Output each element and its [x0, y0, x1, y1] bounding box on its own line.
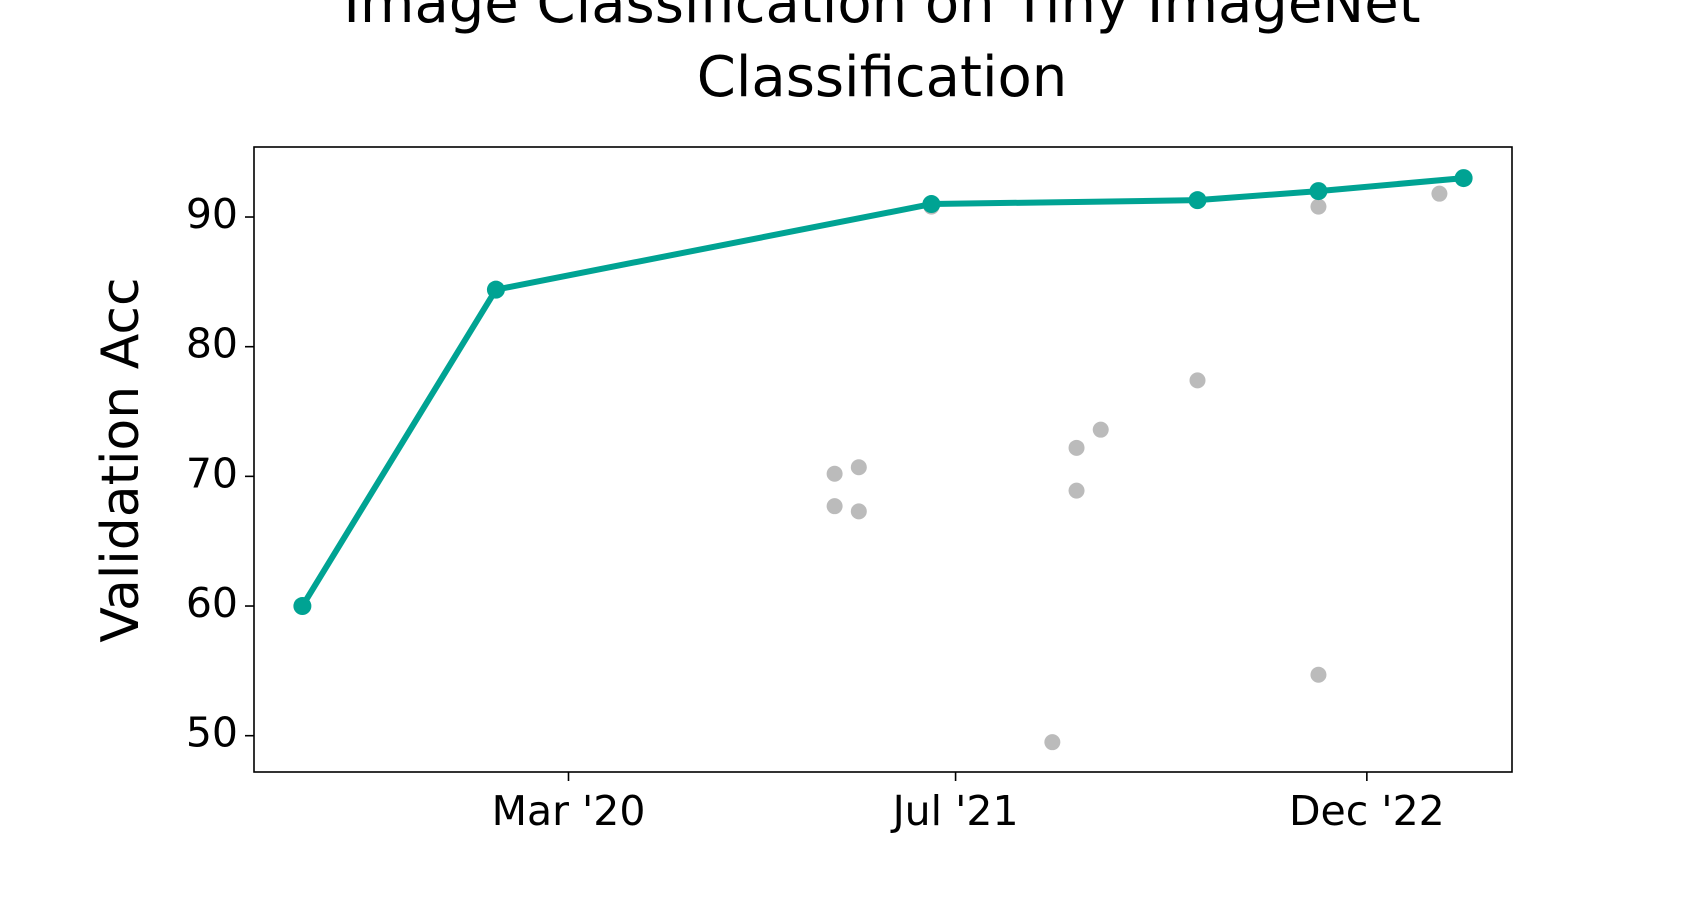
- point: [1188, 191, 1207, 210]
- point: [850, 503, 867, 520]
- point: [1309, 182, 1328, 201]
- point: [1068, 439, 1085, 456]
- point: [1068, 482, 1085, 499]
- y-axis-label: Validation Acc: [91, 277, 151, 642]
- y-tick-label: 70: [186, 449, 238, 497]
- point: [1310, 198, 1327, 215]
- point: [1310, 666, 1327, 683]
- point: [1044, 734, 1061, 751]
- point: [826, 498, 843, 515]
- point: [922, 195, 941, 214]
- plot-frame: [253, 146, 1513, 773]
- point: [826, 465, 843, 482]
- point: [1092, 421, 1109, 438]
- x-tick-label: Jul '21: [890, 787, 1019, 835]
- point: [1454, 169, 1473, 188]
- y-tick-label: 80: [186, 320, 238, 368]
- chart-title: Image Classification on Tiny ImageNet Cl…: [343, 0, 1421, 110]
- y-tick-label: 90: [186, 190, 238, 238]
- point: [1189, 372, 1206, 389]
- y-tick-label: 50: [186, 709, 238, 757]
- point: [293, 597, 312, 616]
- point: [850, 459, 867, 476]
- series-line: [299, 175, 1464, 608]
- point: [1431, 185, 1448, 202]
- x-tick-label: Dec '22: [1289, 787, 1445, 835]
- x-tick-label: Mar '20: [492, 787, 646, 835]
- point: [486, 280, 505, 299]
- y-tick-label: 60: [186, 579, 238, 627]
